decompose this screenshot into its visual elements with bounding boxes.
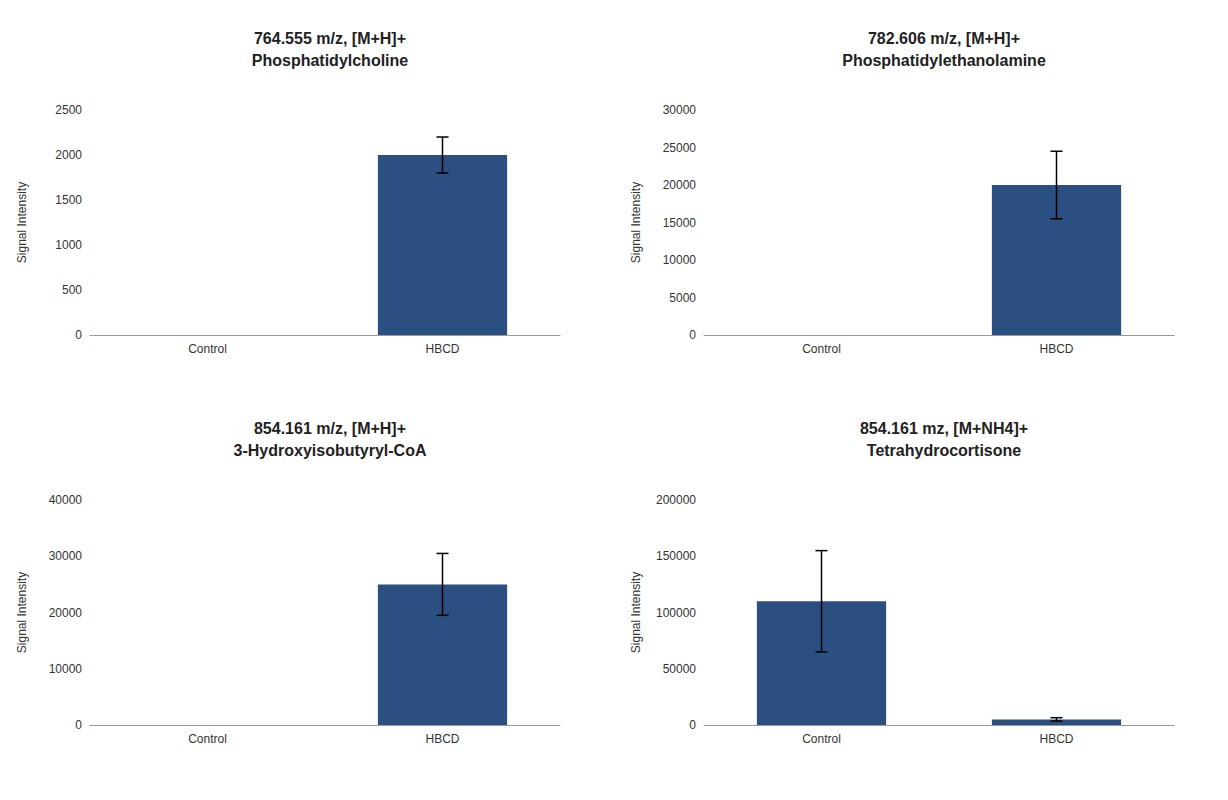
svg-text:Phosphatidylethanolamine: Phosphatidylethanolamine [842,52,1046,69]
svg-text:2500: 2500 [55,103,82,117]
svg-text:20000: 20000 [49,606,83,620]
svg-text:200000: 200000 [656,493,696,507]
svg-text:Signal Intensity: Signal Intensity [15,572,29,653]
svg-text:30000: 30000 [49,549,83,563]
svg-text:854.161 m/z, [M+H]+: 854.161 m/z, [M+H]+ [254,420,406,437]
svg-text:2000: 2000 [55,148,82,162]
svg-text:20000: 20000 [663,178,697,192]
svg-text:HBCD: HBCD [1039,732,1073,746]
svg-text:Signal Intensity: Signal Intensity [15,182,29,263]
svg-text:0: 0 [75,328,82,342]
svg-text:10000: 10000 [49,662,83,676]
svg-text:1000: 1000 [55,238,82,252]
svg-text:854.161 mz, [M+NH4]+: 854.161 mz, [M+NH4]+ [860,420,1028,437]
svg-text:HBCD: HBCD [425,342,459,356]
svg-text:30000: 30000 [663,103,697,117]
svg-text:10000: 10000 [663,253,697,267]
svg-text:0: 0 [75,718,82,732]
svg-text:Control: Control [188,732,227,746]
svg-text:Control: Control [188,342,227,356]
svg-text:Signal Intensity: Signal Intensity [629,182,643,263]
svg-text:15000: 15000 [663,216,697,230]
svg-text:Control: Control [802,342,841,356]
svg-text:1500: 1500 [55,193,82,207]
svg-text:764.555 m/z, [M+H]+: 764.555 m/z, [M+H]+ [254,30,406,47]
svg-text:25000: 25000 [663,141,697,155]
svg-text:HBCD: HBCD [1039,342,1073,356]
svg-text:Tetrahydrocortisone: Tetrahydrocortisone [867,442,1022,459]
svg-text:Phosphatidylcholine: Phosphatidylcholine [252,52,409,69]
svg-text:150000: 150000 [656,549,696,563]
svg-text:500: 500 [62,283,82,297]
svg-text:5000: 5000 [669,291,696,305]
svg-text:0: 0 [689,328,696,342]
svg-text:40000: 40000 [49,493,83,507]
svg-text:3-Hydroxyisobutyryl-CoA: 3-Hydroxyisobutyryl-CoA [234,442,427,459]
svg-text:0: 0 [689,718,696,732]
svg-text:782.606 m/z, [M+H]+: 782.606 m/z, [M+H]+ [868,30,1020,47]
svg-text:Signal Intensity: Signal Intensity [629,572,643,653]
svg-text:50000: 50000 [663,662,697,676]
svg-text:100000: 100000 [656,606,696,620]
svg-text:Control: Control [802,732,841,746]
svg-text:HBCD: HBCD [425,732,459,746]
